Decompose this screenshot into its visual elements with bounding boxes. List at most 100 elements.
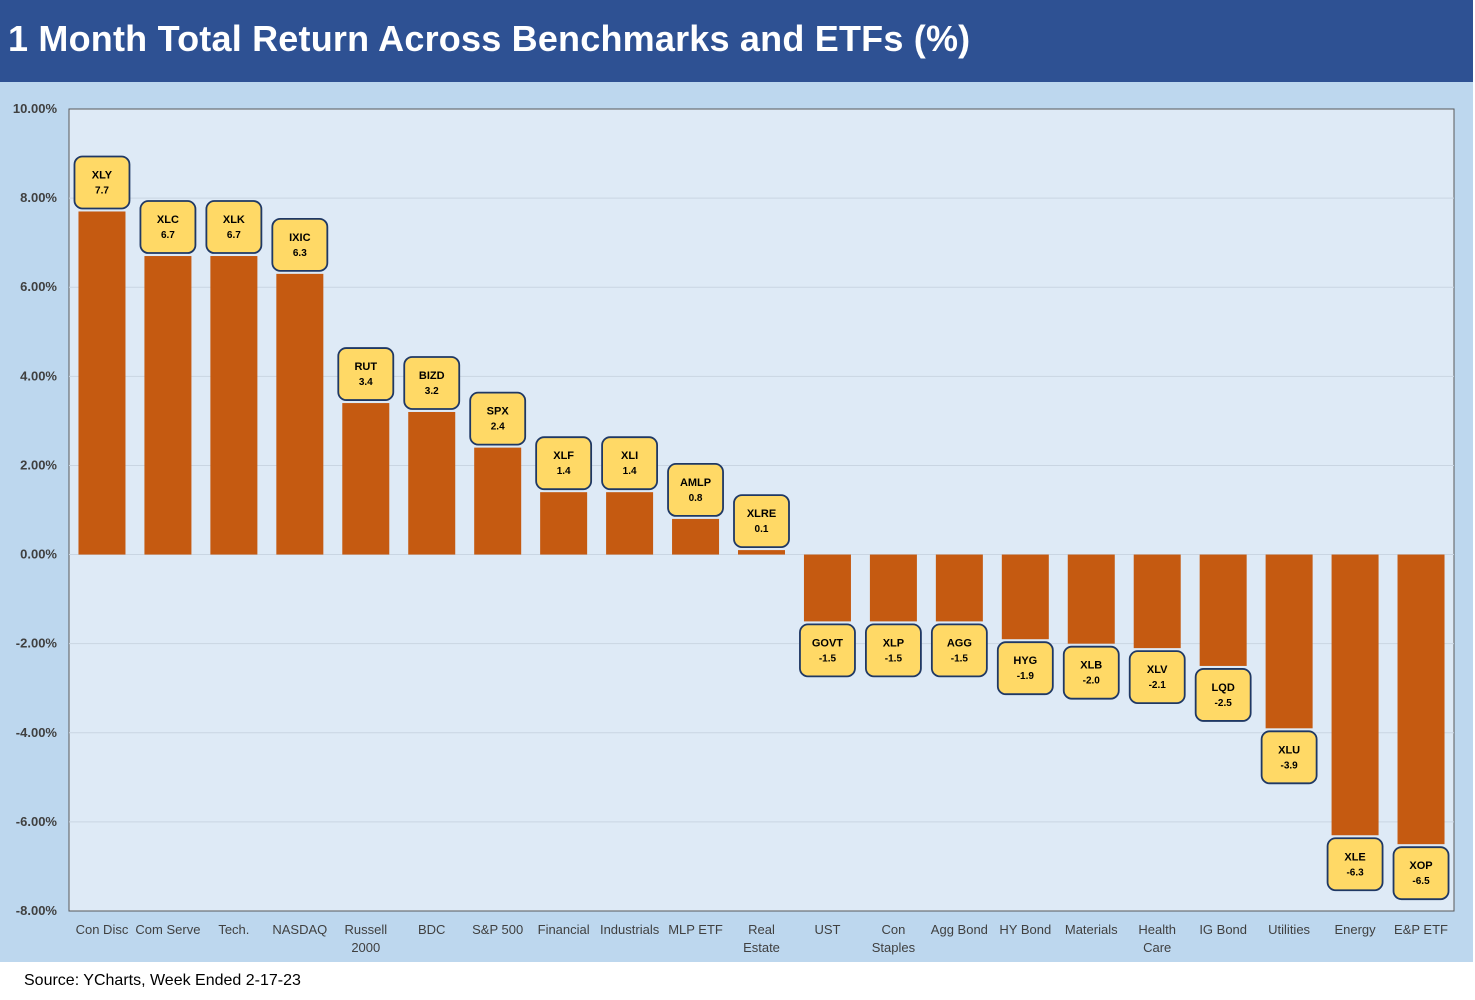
- data-label-ticker: XLV: [1147, 664, 1168, 676]
- data-label: XLRE 0.1: [733, 494, 790, 549]
- data-label-ticker: XOP: [1409, 860, 1432, 872]
- data-label: AMLP 0.8: [667, 463, 724, 517]
- data-label-ticker: SPX: [487, 406, 510, 418]
- y-tick-label: -8.00%: [16, 903, 58, 918]
- bar: [144, 256, 192, 555]
- data-label-box: [205, 200, 263, 254]
- data-label-ticker: XLRE: [747, 508, 776, 520]
- data-label-value: -1.5: [951, 653, 969, 664]
- data-label-value: 3.2: [425, 386, 439, 397]
- bar: [1331, 554, 1379, 836]
- data-label-box: [1392, 846, 1450, 901]
- x-tick-label: Health: [1138, 922, 1176, 937]
- y-tick-label: 6.00%: [20, 279, 57, 294]
- data-label-ticker: GOVT: [812, 637, 843, 649]
- data-label-value: -6.3: [1346, 867, 1364, 878]
- data-label-ticker: XLI: [621, 450, 638, 462]
- bar: [78, 211, 126, 555]
- data-label-box: [865, 623, 922, 678]
- x-tick-label: Con: [881, 922, 905, 937]
- x-tick-label: Russell: [344, 922, 387, 937]
- data-label-value: -3.9: [1281, 760, 1299, 771]
- x-tick-label: UST: [814, 922, 840, 937]
- data-label-value: -2.5: [1215, 698, 1233, 709]
- data-label-box: [1128, 650, 1186, 705]
- data-label-ticker: BIZD: [419, 370, 445, 382]
- data-label-value: 6.7: [227, 230, 241, 241]
- data-label: LQD -2.5: [1194, 668, 1252, 722]
- x-tick-label: Materials: [1065, 922, 1118, 937]
- bar: [738, 550, 785, 555]
- y-tick-label: -2.00%: [16, 636, 58, 651]
- x-tick-label: MLP ETF: [668, 922, 723, 937]
- data-label: XLC 6.7: [139, 200, 197, 254]
- data-label-box: [930, 623, 988, 678]
- bar-chart: 10.00% 8.00% 6.00% 4.00% 2.00% 0.00% -2.00% -4.…: [13, 101, 1455, 955]
- data-label-box: [667, 463, 724, 517]
- chart-area: 10.00% 8.00% 6.00% 4.00% 2.00% 0.00% -2.00% -4.…: [0, 82, 1473, 962]
- source-footer: Source: YCharts, Week Ended 2-17-23: [0, 962, 1475, 1000]
- x-tick-label: Staples: [872, 940, 916, 955]
- data-label-value: 0.1: [755, 524, 769, 535]
- data-label-ticker: XLE: [1344, 851, 1365, 863]
- bar: [342, 403, 390, 555]
- x-tick-label: Financial: [538, 922, 590, 937]
- x-tick-label: NASDAQ: [272, 922, 327, 937]
- data-label-value: 7.7: [95, 185, 109, 196]
- bar: [1199, 554, 1247, 666]
- data-label-box: [139, 200, 197, 254]
- data-label-value: 6.3: [293, 248, 307, 259]
- data-label: XLK 6.7: [205, 200, 263, 254]
- data-label-box: [1062, 645, 1120, 700]
- x-tick-label: S&P 500: [472, 922, 523, 937]
- data-label-box: [1260, 730, 1318, 785]
- data-label: SPX 2.4: [469, 391, 527, 446]
- bar: [1067, 554, 1115, 644]
- data-label-box: [601, 436, 658, 491]
- x-tick-label: Estate: [743, 940, 780, 955]
- data-label-box: [271, 217, 329, 272]
- y-tick-label: -4.00%: [16, 725, 58, 740]
- x-tick-label: Agg Bond: [931, 922, 988, 937]
- data-label-value: 0.8: [689, 493, 703, 504]
- x-tick-label: IG Bond: [1199, 922, 1247, 937]
- bar: [276, 273, 324, 555]
- data-label: XLU -3.9: [1260, 730, 1318, 785]
- data-label-value: 6.7: [161, 230, 175, 241]
- bar: [540, 492, 588, 555]
- data-label-ticker: AGG: [947, 637, 972, 649]
- data-label-box: [73, 155, 131, 210]
- data-label-ticker: XLY: [92, 169, 113, 181]
- data-label-ticker: XLU: [1278, 744, 1300, 756]
- y-tick-label: 10.00%: [13, 101, 58, 116]
- data-label-ticker: IXIC: [289, 232, 310, 244]
- data-label: XLF 1.4: [535, 436, 593, 491]
- data-label: GOVT -1.5: [799, 623, 856, 678]
- data-label-value: -1.9: [1017, 671, 1035, 682]
- bar: [869, 554, 917, 622]
- data-label-box: [1194, 668, 1252, 722]
- data-label-ticker: XLP: [883, 637, 904, 649]
- x-tick-label: Tech.: [218, 922, 249, 937]
- y-tick-label: 0.00%: [20, 547, 57, 562]
- data-label: IXIC 6.3: [271, 217, 329, 272]
- bar: [1265, 554, 1313, 729]
- x-tick-label: BDC: [418, 922, 445, 937]
- data-label-value: 1.4: [557, 466, 571, 477]
- data-label: XLB -2.0: [1062, 645, 1120, 700]
- bar: [672, 518, 720, 555]
- bar: [210, 256, 258, 555]
- data-label-value: -2.1: [1149, 680, 1167, 691]
- data-label: AGG -1.5: [930, 623, 988, 678]
- data-label-ticker: XLC: [157, 214, 179, 226]
- data-label: XLE -6.3: [1326, 837, 1384, 892]
- data-label-ticker: XLF: [553, 450, 574, 462]
- x-tick-label: Care: [1143, 940, 1171, 955]
- data-label: XLV -2.1: [1128, 650, 1186, 705]
- x-tick-label: E&P ETF: [1394, 922, 1448, 937]
- data-label-box: [733, 494, 790, 549]
- x-tick-label: Com Serve: [135, 922, 200, 937]
- chart-title: 1 Month Total Return Across Benchmarks a…: [8, 18, 971, 59]
- bar: [1133, 554, 1181, 649]
- data-label-value: -1.5: [885, 653, 903, 664]
